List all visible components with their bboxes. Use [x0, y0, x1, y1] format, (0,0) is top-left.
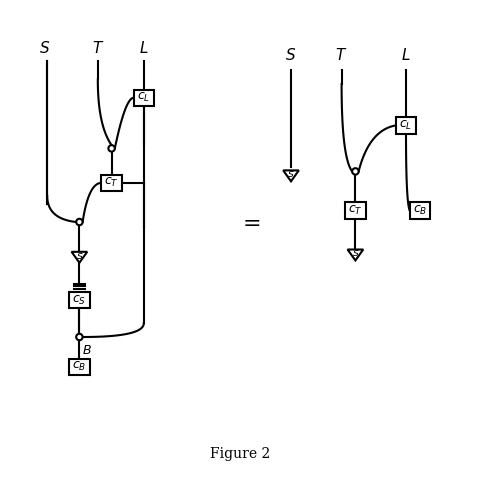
Text: $B$: $B$ [82, 344, 92, 357]
Text: $=$: $=$ [238, 211, 261, 233]
Bar [410, 202, 430, 219]
Text: $T$: $T$ [336, 48, 348, 63]
Bar [69, 292, 90, 309]
Bar [101, 174, 122, 191]
Text: Figure 2: Figure 2 [210, 447, 270, 461]
Text: $s$: $s$ [287, 169, 295, 179]
Text: $L$: $L$ [401, 48, 411, 63]
Polygon shape [283, 171, 299, 181]
Text: $c_T$: $c_T$ [104, 176, 119, 190]
Circle shape [76, 219, 83, 225]
Bar [134, 90, 154, 106]
Text: $c_L$: $c_L$ [399, 119, 413, 132]
Text: $c_L$: $c_L$ [137, 91, 150, 104]
Text: $c_S$: $c_S$ [73, 294, 86, 307]
Text: $c_B$: $c_B$ [72, 360, 87, 373]
Text: $S$: $S$ [39, 40, 50, 56]
Text: $s$: $s$ [352, 248, 359, 258]
Text: $L$: $L$ [139, 40, 148, 56]
Circle shape [108, 145, 115, 151]
Text: $c_B$: $c_B$ [413, 204, 427, 217]
Circle shape [352, 168, 359, 174]
Text: $s$: $s$ [75, 250, 83, 261]
Bar [345, 202, 366, 219]
Bar [69, 359, 90, 375]
Polygon shape [72, 252, 87, 263]
Circle shape [76, 334, 83, 340]
Polygon shape [347, 249, 363, 261]
Text: $S$: $S$ [285, 48, 296, 63]
Bar [396, 117, 416, 134]
Text: $T$: $T$ [92, 40, 104, 56]
Text: $c_T$: $c_T$ [348, 204, 363, 217]
